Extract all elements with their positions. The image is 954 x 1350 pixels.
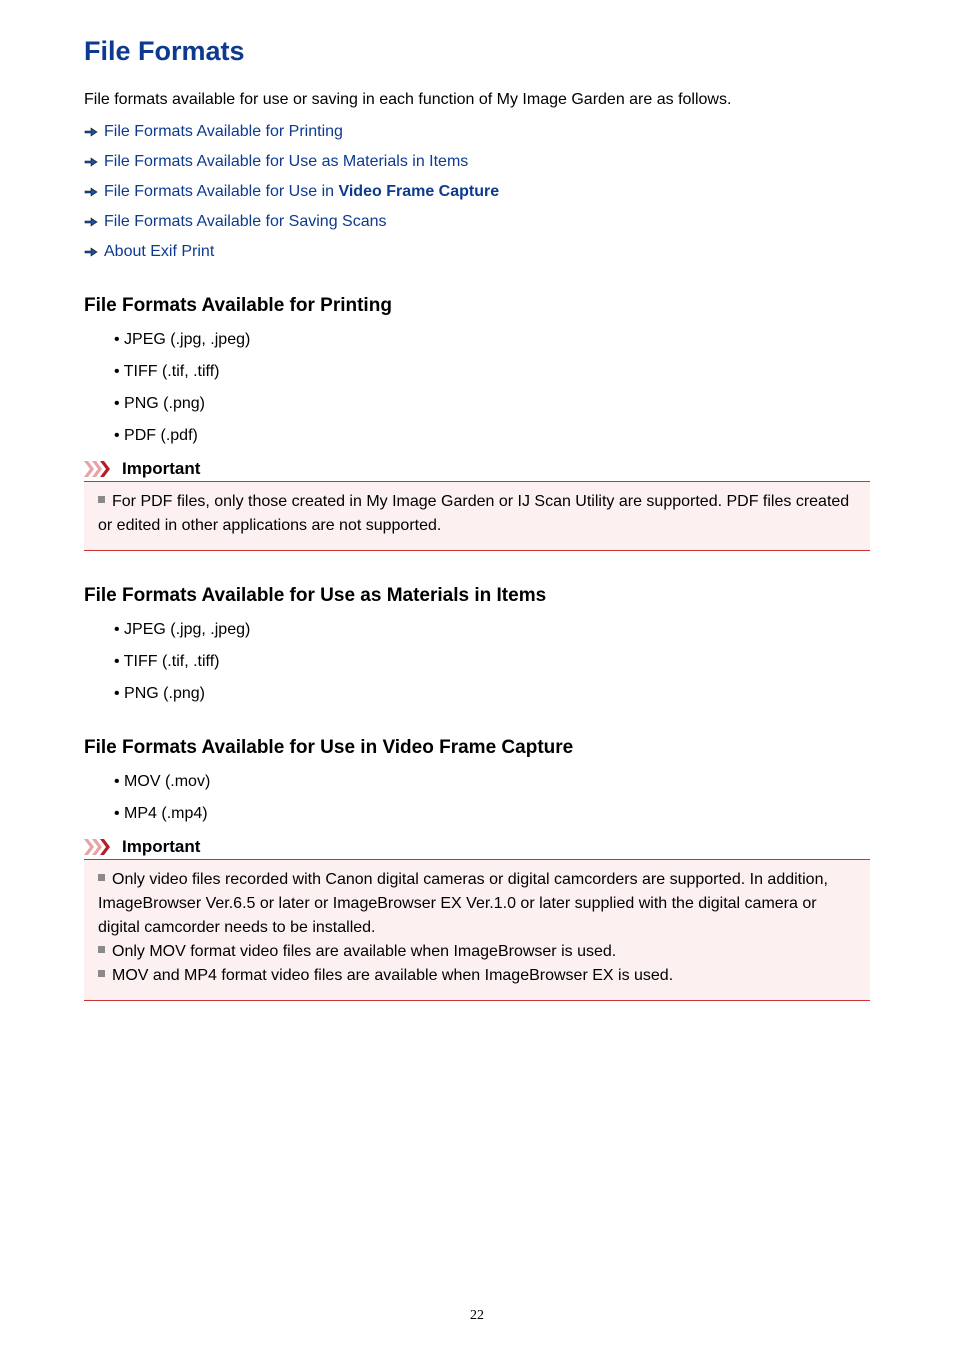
important-text: MOV and MP4 format video files are avail… [112, 967, 673, 984]
square-bullet-icon [98, 946, 105, 953]
chevron-icon [84, 461, 114, 477]
square-bullet-icon [98, 970, 105, 977]
important-block-video: Important Only video files recorded with… [84, 837, 870, 1001]
important-text: Only video files recorded with Canon dig… [98, 871, 828, 936]
section-heading-materials: File Formats Available for Use as Materi… [84, 585, 870, 607]
link-text: File Formats Available for Printing [104, 123, 343, 141]
list-item: PDF (.pdf) [114, 427, 870, 445]
important-label: Important [122, 459, 200, 479]
important-note-pdf: For PDF files, only those created in My … [98, 490, 858, 538]
anchor-link[interactable]: File Formats Available for Use in Video … [84, 183, 870, 201]
list-item: PNG (.png) [114, 685, 870, 703]
list-item: JPEG (.jpg, .jpeg) [114, 331, 870, 349]
important-text: For PDF files, only those created in My … [98, 493, 849, 534]
anchor-link[interactable]: About Exif Print [84, 243, 870, 261]
section-heading-printing: File Formats Available for Printing [84, 295, 870, 317]
anchor-link[interactable]: File Formats Available for Use as Materi… [84, 153, 870, 171]
important-note-item: Only video files recorded with Canon dig… [98, 868, 858, 940]
important-note-item: Only MOV format video files are availabl… [98, 940, 858, 964]
link-text: File Formats Available for Use in Video … [104, 183, 499, 201]
square-bullet-icon [98, 496, 105, 503]
important-text: Only MOV format video files are availabl… [112, 943, 616, 960]
link-text: About Exif Print [104, 243, 214, 261]
list-item: TIFF (.tif, .tiff) [114, 653, 870, 671]
important-label: Important [122, 837, 200, 857]
arrow-icon [84, 156, 98, 168]
list-printing: JPEG (.jpg, .jpeg) TIFF (.tif, .tiff) PNG … [84, 331, 870, 445]
arrow-icon [84, 126, 98, 138]
important-block-pdf: Important For PDF files, only those crea… [84, 459, 870, 551]
anchor-link[interactable]: File Formats Available for Printing [84, 123, 870, 141]
list-materials: JPEG (.jpg, .jpeg) TIFF (.tif, .tiff) PNG … [84, 621, 870, 703]
list-video: MOV (.mov) MP4 (.mp4) [84, 773, 870, 823]
list-item: MOV (.mov) [114, 773, 870, 791]
page-number: 22 [0, 1308, 954, 1324]
chevron-icon [84, 839, 114, 855]
list-item: TIFF (.tif, .tiff) [114, 363, 870, 381]
square-bullet-icon [98, 874, 105, 881]
list-item: MP4 (.mp4) [114, 805, 870, 823]
link-text: File Formats Available for Use as Materi… [104, 153, 468, 171]
page-title: File Formats [84, 36, 870, 67]
link-text: File Formats Available for Saving Scans [104, 213, 387, 231]
list-item: PNG (.png) [114, 395, 870, 413]
intro-text: File formats available for use or saving… [84, 91, 870, 109]
list-item: JPEG (.jpg, .jpeg) [114, 621, 870, 639]
arrow-icon [84, 246, 98, 258]
arrow-icon [84, 186, 98, 198]
arrow-icon [84, 216, 98, 228]
section-heading-video: File Formats Available for Use in Video … [84, 737, 870, 759]
important-note-item: MOV and MP4 format video files are avail… [98, 964, 858, 988]
anchor-link[interactable]: File Formats Available for Saving Scans [84, 213, 870, 231]
